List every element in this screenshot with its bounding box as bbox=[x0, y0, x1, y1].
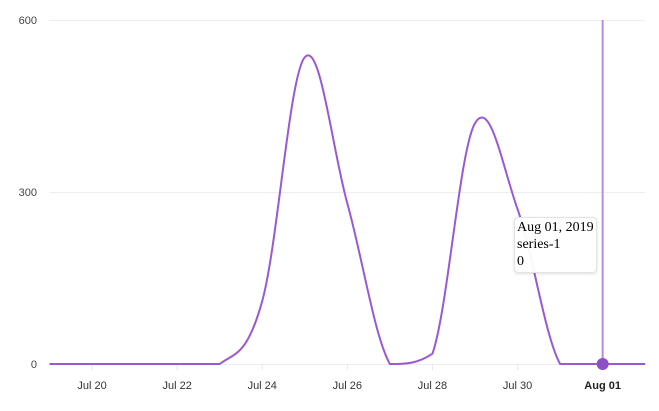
x-tick-label: Jul 26 bbox=[333, 380, 362, 392]
x-tick-label: Jul 24 bbox=[248, 380, 277, 392]
x-tick-label: Jul 30 bbox=[503, 380, 532, 392]
y-tick-label: 0 bbox=[31, 359, 37, 371]
x-tick-label: Jul 20 bbox=[77, 380, 106, 392]
hover-marker[interactable] bbox=[596, 358, 609, 370]
x-tick-label: Jul 28 bbox=[418, 380, 447, 392]
tooltip-value: 0 bbox=[517, 254, 524, 269]
y-tick-label: 600 bbox=[19, 15, 37, 27]
tooltip: Aug 01, 2019 series-1 0 bbox=[514, 217, 597, 273]
tooltip-series: series-1 bbox=[517, 237, 561, 252]
x-tick-label: Jul 22 bbox=[162, 380, 191, 392]
y-tick-label: 300 bbox=[19, 187, 37, 199]
series-1-line[interactable] bbox=[49, 54, 646, 366]
y-axis: 0 300 600 bbox=[19, 15, 37, 371]
x-tick-label: Aug 01 bbox=[584, 380, 621, 392]
tooltip-date: Aug 01, 2019 bbox=[517, 220, 594, 235]
x-axis: Jul 20 Jul 22 Jul 24 Jul 26 Jul 28 Jul 30 Aug … bbox=[77, 364, 621, 392]
grid-lines bbox=[49, 20, 645, 365]
